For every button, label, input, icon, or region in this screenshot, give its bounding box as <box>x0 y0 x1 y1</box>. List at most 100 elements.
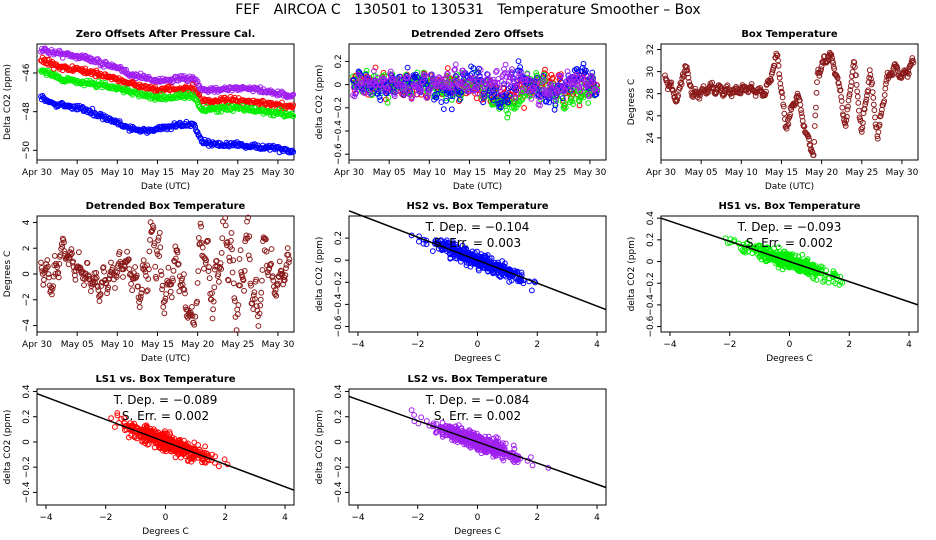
data-point <box>76 249 82 256</box>
data-point <box>442 84 449 91</box>
data-point <box>286 256 293 263</box>
x-tick-label: 2 <box>846 340 852 350</box>
data-point <box>797 101 804 108</box>
data-point <box>481 88 487 94</box>
data-point <box>870 94 877 101</box>
data-point <box>667 80 674 87</box>
y-tick-label: 0 <box>334 439 344 445</box>
data-point <box>195 235 202 241</box>
data-point <box>276 258 283 265</box>
data-point <box>450 88 457 95</box>
data-point <box>504 81 511 88</box>
data-point <box>569 98 576 105</box>
data-point <box>128 72 135 78</box>
data-point <box>290 102 297 108</box>
y-tick-label: −0.4 <box>646 294 656 316</box>
x-tick-label: −4 <box>39 513 53 523</box>
data-point <box>165 83 172 90</box>
data-point <box>470 74 477 81</box>
x-tick-label: −4 <box>351 340 365 350</box>
data-point <box>290 113 297 120</box>
data-point <box>855 100 862 106</box>
x-tick-label: May 15 <box>141 340 174 350</box>
data-point <box>522 81 528 87</box>
data-point <box>517 75 523 82</box>
x-tick-label: Apr 30 <box>22 340 52 350</box>
data-point <box>675 92 682 99</box>
data-point <box>456 96 463 103</box>
x-tick-label: −4 <box>663 340 677 350</box>
data-point <box>524 71 531 78</box>
data-point <box>380 77 387 83</box>
data-point <box>519 88 526 95</box>
y-tick-label: −0.6 <box>334 143 344 165</box>
data-point <box>230 280 237 287</box>
data-point <box>562 101 568 108</box>
data-point <box>120 274 126 280</box>
y-tick-label: 0.2 <box>334 231 344 245</box>
data-point <box>447 93 454 99</box>
data-point <box>517 64 523 70</box>
data-point <box>112 424 118 430</box>
data-point <box>290 149 297 155</box>
y-tick-label: −0.4 <box>334 120 344 142</box>
x-tick-label: Apr 30 <box>334 168 364 178</box>
y-axis-label: Delta CO2 (ppm) <box>3 64 13 140</box>
data-point <box>506 92 513 99</box>
data-point <box>496 85 503 91</box>
data-point <box>170 267 177 274</box>
data-point <box>255 323 262 329</box>
data-point <box>813 104 819 111</box>
data-point <box>460 70 467 77</box>
y-tick-label: 26 <box>646 110 656 122</box>
data-point <box>587 79 593 86</box>
data-point <box>583 80 589 87</box>
data-point <box>416 238 422 245</box>
data-point <box>678 81 685 88</box>
data-point <box>866 67 873 73</box>
y-tick-label: −0.4 <box>334 293 344 315</box>
data-point <box>585 100 592 106</box>
data-point <box>189 304 195 310</box>
data-point <box>568 95 575 102</box>
annotation-standard-error: S. Err. = 0.002 <box>122 409 209 423</box>
data-point <box>687 83 694 90</box>
data-point <box>505 99 511 106</box>
x-tick-label: −2 <box>723 340 736 350</box>
data-point <box>562 84 569 90</box>
data-point <box>709 79 715 86</box>
data-point <box>576 98 583 105</box>
data-point <box>575 82 581 88</box>
data-point <box>168 294 175 301</box>
y-tick-label: 4 <box>22 219 32 225</box>
data-point <box>513 90 519 97</box>
data-point <box>583 67 589 74</box>
x-tick-label: May 20 <box>493 168 526 178</box>
x-tick-label: 0 <box>163 513 169 523</box>
chart-title: Detrended Box Temperature <box>86 201 246 212</box>
data-point <box>435 82 442 89</box>
data-point <box>529 462 536 469</box>
chart-title: HS1 vs. Box Temperature <box>718 201 860 212</box>
y-tick-label: 0 <box>646 258 656 264</box>
data-point <box>367 91 374 98</box>
data-point <box>870 101 877 108</box>
data-point <box>163 123 170 130</box>
data-point <box>882 85 889 92</box>
data-point <box>381 76 388 82</box>
data-point <box>470 65 477 72</box>
data-point <box>161 310 168 317</box>
data-point <box>692 85 699 92</box>
x-tick-label: May 30 <box>573 168 606 178</box>
data-point <box>391 93 398 100</box>
data-point <box>562 87 568 94</box>
data-point <box>684 67 691 74</box>
data-point <box>89 105 96 112</box>
y-axis-label: delta CO2 (ppm) <box>315 410 325 485</box>
data-point <box>534 75 540 81</box>
y-tick-label: 30 <box>646 66 656 78</box>
chart-title: Zero Offsets After Pressure Cal. <box>76 29 256 40</box>
chart-title: HS2 vs. Box Temperature <box>406 201 548 212</box>
data-point <box>192 313 199 320</box>
